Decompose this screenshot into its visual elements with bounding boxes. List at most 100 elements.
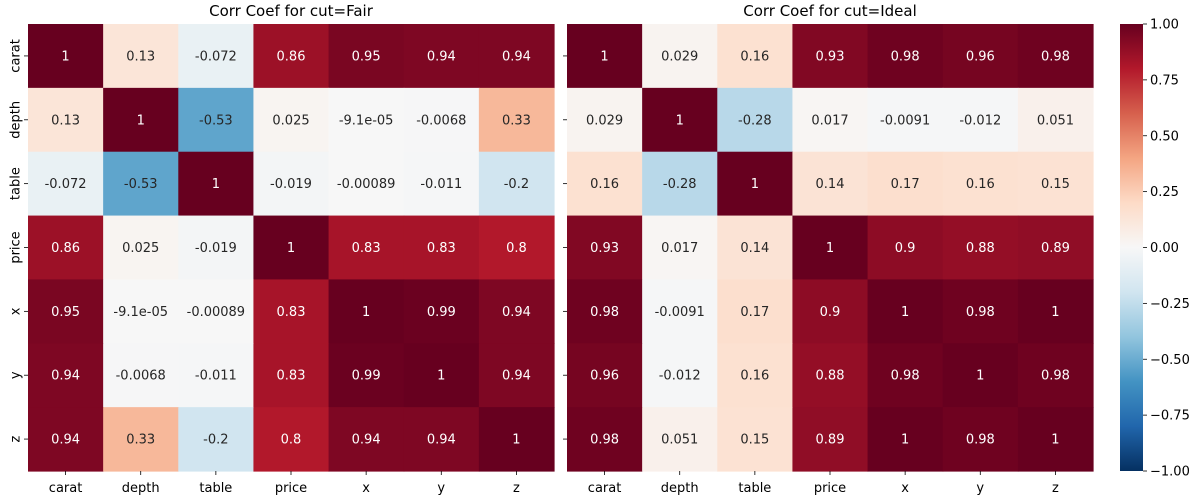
colorbar: 1.00 0.75 0.50 0.25 0.00 −0.25 −0.50 −0.75 −1.00 [1120,18,1190,480]
cell-label: -0.53 [199,113,233,128]
cell-label: -0.011 [420,177,462,192]
x-tick-label: carat [49,481,83,496]
heatmap-cell [642,24,718,89]
cell-label: 1 [61,49,69,64]
heatmap-cell [403,215,480,281]
panel-title: Corr Coef for cut=Fair [209,2,374,20]
heatmap-cell [1017,87,1094,153]
heatmap-cell [642,407,718,472]
cell-label: 0.33 [502,113,531,128]
heatmap-cell [867,87,944,153]
y-tick-label: depth [9,101,24,139]
cell-label: 0.98 [966,305,995,320]
cell-label: 0.83 [277,369,306,384]
cell-label: 0.17 [740,305,769,320]
heatmap-cell [792,151,869,217]
cell-label: 1 [826,241,834,256]
cell-label: 1 [212,177,220,192]
y-tick-label: price [9,231,24,263]
heatmap-cell [717,87,794,153]
x-tick-label: x [901,481,909,496]
x-tick-label: z [1052,481,1059,496]
cell-label: 1 [512,433,520,448]
cell-label: 0.029 [586,113,623,128]
heatmap-cell [178,407,255,472]
heatmap-cell [478,343,555,408]
cell-label: 0.99 [427,305,456,320]
cell-label: 0.029 [661,49,698,64]
x-tick-label: z [513,481,520,496]
heatmap-cell [642,279,718,344]
cell-label: 0.94 [502,49,531,64]
cell-label: -0.072 [45,177,87,192]
heatmap-cell [403,24,480,89]
heatmap-cell [567,407,643,472]
cell-label: 1 [1051,433,1059,448]
cell-label: 0.14 [816,177,845,192]
heatmap-cell [1017,215,1094,281]
heatmap-cell [253,215,330,281]
cell-label: 0.16 [590,177,619,192]
heatmap-cell [178,151,255,217]
cell-label: 0.15 [1041,177,1070,192]
heatmap-cell [403,151,480,217]
heatmap-cell [103,215,179,281]
heatmap-cell [478,279,555,344]
heatmap-cell [867,343,944,408]
cell-label: -0.019 [195,241,237,256]
heatmap-cell [28,87,104,153]
cell-label: 0.94 [502,369,531,384]
heatmap-cell [567,279,643,344]
cell-label: 1 [437,369,445,384]
colorbar-tick-label: −1.00 [1150,465,1190,480]
cell-label: 0.051 [1037,113,1074,128]
cell-label: 0.14 [740,241,769,256]
x-tick-label: table [199,481,232,496]
heatmap-cell [867,24,944,89]
y-tick-label: z [9,435,24,442]
heatmap-panel-1: Corr Coef for cut=Fair 1 0.13 -0.072 0.86 0.9… [9,2,555,496]
heatmap-cell [792,24,869,89]
cell-label: 0.017 [661,241,698,256]
heatmap-cell [942,407,1019,472]
colorbar-tick-label: 0.75 [1150,73,1179,88]
colorbar-tick-label: 0.50 [1150,129,1179,144]
cell-label: 0.025 [122,241,159,256]
cell-label: 1 [600,49,608,64]
cell-label: -0.2 [203,433,228,448]
cell-label: -0.00089 [337,177,395,192]
cell-label: 0.017 [811,113,848,128]
heatmap-cell [792,87,869,153]
heatmap-cell [103,279,179,344]
heatmap-cell [253,343,330,408]
heatmap-cell [28,151,104,217]
heatmap-cell [792,279,869,344]
heatmap-cell [1017,279,1094,344]
heatmap-cell [328,215,405,281]
cell-label: 1 [1051,305,1059,320]
heatmap-cell [567,24,643,89]
cell-label: -0.011 [195,369,237,384]
heatmap-cell [178,24,255,89]
heatmap-cell [942,215,1019,281]
heatmap-cell [253,24,330,89]
cell-label: 0.83 [352,241,381,256]
cell-label: 0.98 [891,49,920,64]
heatmap-cell [103,343,179,408]
heatmap-cell [567,215,643,281]
y-tick-label: y [9,371,24,379]
heatmap-cell [253,151,330,217]
cell-label: 0.94 [502,305,531,320]
heatmap-cell [178,87,255,153]
heatmap-cell [103,24,179,89]
heatmap-cell [103,87,179,153]
heatmap-cell [178,215,255,281]
cell-label: -9.1e-05 [339,113,394,128]
cell-label: 0.98 [1041,49,1070,64]
cell-label: -0.019 [270,177,312,192]
heatmap-cell [403,407,480,472]
colorbar-tick-label: −0.25 [1150,297,1190,312]
cell-label: -0.28 [738,113,772,128]
heatmap-cell [642,151,718,217]
cell-label: 0.93 [590,241,619,256]
